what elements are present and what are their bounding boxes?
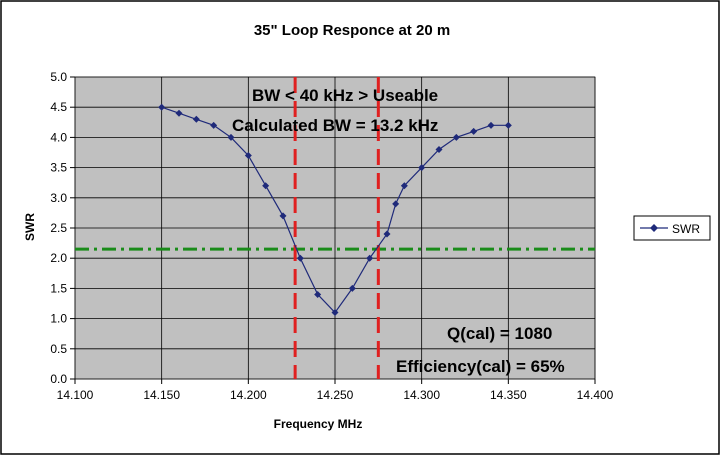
reference-lines — [75, 77, 595, 379]
annotation-q-cal: Q(cal) = 1080 — [447, 324, 552, 343]
data-point — [279, 212, 287, 220]
y-tick-label: 2.5 — [50, 221, 67, 235]
data-point — [452, 133, 460, 141]
data-point — [435, 145, 443, 153]
y-tick-label: 0.0 — [50, 372, 67, 386]
x-axis-ticks: 14.100 14.150 14.200 14.250 14.300 14.350 14.4… — [57, 379, 614, 402]
data-point — [296, 254, 304, 262]
annotation-bandwidth-useable: BW < 40 kHz > Useable — [252, 86, 438, 105]
data-point — [504, 121, 512, 129]
data-point — [210, 121, 218, 129]
x-tick-label: 14.350 — [490, 388, 527, 402]
data-point — [192, 115, 200, 123]
y-tick-label: 4.5 — [50, 100, 67, 114]
data-point — [366, 254, 374, 262]
y-axis-title: SWR — [23, 213, 37, 241]
x-tick-label: 14.300 — [403, 388, 440, 402]
data-point — [262, 182, 270, 190]
y-tick-label: 1.5 — [50, 281, 67, 295]
y-tick-label: 3.5 — [50, 161, 67, 175]
x-tick-label: 14.200 — [230, 388, 267, 402]
series-line — [161, 106, 509, 314]
y-axis-ticks: 0.0 0.5 1.0 1.5 2.0 2.5 3.0 3.5 4.0 4.5 5.0 — [50, 70, 75, 386]
data-point — [158, 103, 166, 111]
data-point — [227, 133, 235, 141]
data-point — [175, 109, 183, 117]
y-tick-label: 0.5 — [50, 342, 67, 356]
y-tick-label: 4.0 — [50, 130, 67, 144]
x-tick-label: 14.150 — [143, 388, 180, 402]
data-point — [392, 200, 400, 208]
data-point — [400, 182, 408, 190]
annotation-efficiency: Efficiency(cal) = 65% — [396, 357, 565, 376]
x-tick-label: 14.400 — [577, 388, 614, 402]
y-tick-label: 5.0 — [50, 70, 67, 84]
legend: SWR — [633, 215, 711, 241]
x-tick-label: 14.250 — [317, 388, 354, 402]
y-tick-label: 3.0 — [50, 191, 67, 205]
data-point — [470, 127, 478, 135]
x-axis-title: Frequency MHz — [274, 417, 363, 431]
legend-marker — [650, 224, 658, 232]
data-point — [418, 164, 426, 172]
data-point — [244, 152, 252, 160]
data-point — [348, 284, 356, 292]
series-group — [158, 103, 512, 317]
x-tick-label: 14.100 — [57, 388, 94, 402]
chart-title: 35" Loop Responce at 20 m — [254, 22, 450, 39]
data-point — [314, 290, 322, 298]
y-tick-label: 2.0 — [50, 251, 67, 265]
legend-label: SWR — [672, 222, 700, 236]
annotation-calculated-bandwidth: Calculated BW = 13.2 kHz — [232, 116, 438, 135]
data-point — [487, 121, 495, 129]
y-tick-label: 1.0 — [50, 312, 67, 326]
data-point — [331, 309, 339, 317]
data-point — [383, 230, 391, 238]
